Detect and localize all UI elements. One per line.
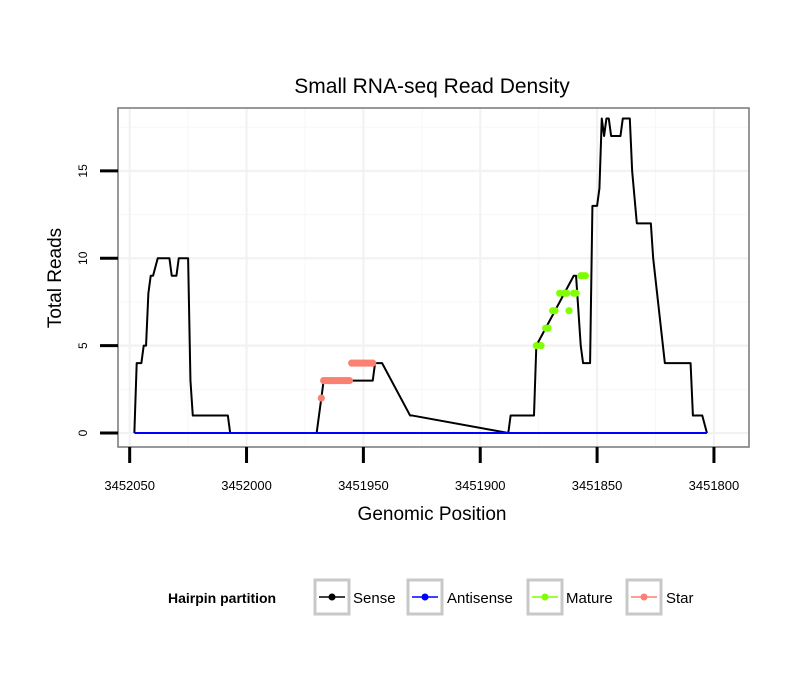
grid	[118, 108, 749, 447]
legend-entry-sense: Sense	[313, 578, 396, 616]
plot-panel-border	[117, 107, 750, 448]
point-mature	[551, 307, 559, 315]
point-mature	[537, 342, 545, 350]
y-tick-label: 10	[76, 251, 90, 265]
x-tick-label: 3451950	[338, 478, 389, 493]
legend-label: Sense	[353, 590, 396, 607]
y-axis-title: Total Reads	[45, 228, 66, 328]
point-mature	[581, 272, 590, 280]
y-tick-label: 15	[76, 164, 90, 178]
legend-label: Star	[666, 590, 694, 607]
point-star	[369, 359, 377, 367]
legend-key-point	[421, 593, 429, 601]
series-layer	[133, 117, 708, 435]
legend-key-point	[328, 593, 336, 601]
y-axis: 0 5 10 15	[76, 164, 118, 436]
point-mature	[563, 289, 571, 297]
x-axis-title: Genomic Position	[358, 504, 507, 525]
x-axis: 3452050 3452000 3451950 3451900 3451850 34518…	[104, 447, 739, 493]
legend-title: Hairpin partition	[168, 590, 276, 606]
legend-key-point	[640, 593, 648, 601]
point-star	[317, 394, 325, 402]
x-tick-label: 3452000	[221, 478, 272, 493]
x-tick-label: 3452050	[104, 478, 155, 493]
legend-entry-antisense: Antisense	[406, 578, 513, 616]
series-line-sense	[133, 117, 708, 435]
chart-title: Small RNA-seq Read Density	[294, 75, 570, 98]
legend-entry-star: Star	[625, 578, 694, 616]
point-mature	[572, 289, 580, 297]
legend-label: Mature	[566, 590, 613, 607]
legend: Hairpin partition Sense Antisense Mature St…	[168, 578, 694, 616]
legend-key-point	[541, 593, 549, 601]
point-star	[345, 376, 353, 385]
legend-label: Antisense	[447, 590, 513, 607]
x-tick-label: 3451850	[572, 478, 623, 493]
x-tick-label: 3451800	[689, 478, 740, 493]
x-tick-label: 3451900	[455, 478, 506, 493]
y-tick-label: 5	[76, 342, 90, 349]
legend-entry-mature: Mature	[526, 578, 613, 616]
point-mature	[565, 307, 573, 315]
y-tick-label: 0	[76, 429, 90, 436]
point-mature	[544, 324, 552, 332]
